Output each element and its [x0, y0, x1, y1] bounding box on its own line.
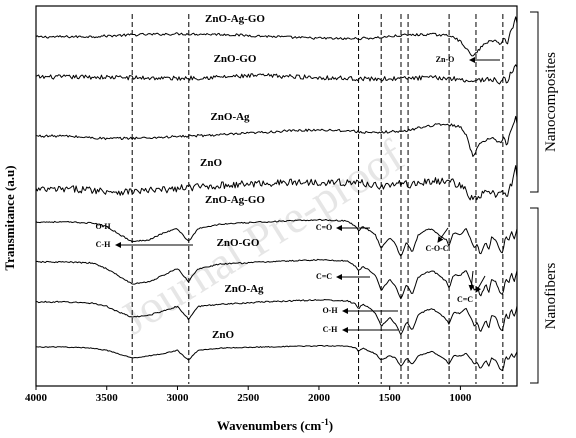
group-bracket — [530, 11, 539, 193]
annotation-label: O-H — [322, 306, 338, 315]
group-bracket — [530, 207, 539, 384]
series-curve-nanocomposites-zno-go — [35, 64, 518, 85]
series-curve-nanofibers-zno — [35, 345, 518, 372]
series-label: ZnO-Ag — [210, 111, 250, 123]
annotation-label: Zn-O — [436, 55, 455, 64]
annotation-arrow — [475, 275, 486, 293]
group-label: Nanocomposites — [543, 52, 559, 152]
x-axis-ticks: 4000 3500 3000 2500 2000 1500 1000 — [25, 386, 472, 404]
annotation-arrow — [468, 270, 475, 291]
group-label: Nanofibers — [543, 263, 559, 330]
series-curve-nanocomposites-zno — [35, 165, 518, 201]
spectra-curves — [35, 16, 518, 372]
x-axis-title-main: Wavenumbers (cm — [217, 418, 322, 433]
series-label: ZnO-Ag-GO — [205, 194, 265, 206]
series-label: ZnO-Ag — [224, 283, 264, 295]
series-label: ZnO-GO — [217, 237, 260, 249]
plot-frame — [35, 5, 518, 387]
series-curve-nanofibers-zno-go — [35, 258, 518, 300]
series-label: ZnO-GO — [214, 53, 257, 65]
group-brackets: Nanocomposites Nanofibers — [530, 11, 559, 384]
x-tick-label: 2500 — [237, 392, 260, 404]
annotation-label: C=C — [316, 272, 332, 281]
annotation-label: C=O — [316, 223, 333, 232]
series-curve-nanofibers-zno-ag-go — [35, 218, 518, 257]
series-label: ZnO — [200, 157, 222, 169]
annotation-label: C-H — [323, 325, 338, 334]
series-curve-nanocomposites-zno-ag — [35, 115, 518, 157]
x-tick-label: 3000 — [166, 392, 189, 404]
series-curve-nanofibers-zno-ag — [35, 299, 518, 336]
annotation-label: C-H — [96, 240, 111, 249]
annotation-arrow — [437, 227, 449, 243]
annotation-label: C-O-C — [425, 244, 448, 253]
annotation-label: O-H — [95, 222, 111, 231]
series-label: ZnO-Ag-GO — [205, 13, 265, 25]
reference-lines — [131, 14, 504, 384]
x-axis-title-suffix: ) — [329, 418, 333, 433]
x-tick-label: 4000 — [25, 392, 48, 404]
x-axis-title: Wavenumbers (cm-1) — [217, 417, 333, 433]
x-tick-label: 3500 — [96, 392, 119, 404]
x-tick-label: 1500 — [379, 392, 402, 404]
annotation-label: C=C — [457, 295, 473, 304]
x-tick-label: 2000 — [308, 392, 331, 404]
x-axis-title-superscript: -1 — [321, 417, 329, 427]
x-tick-label: 1000 — [449, 392, 472, 404]
series-curve-nanocomposites-zno-ag-go — [35, 16, 518, 57]
peak-annotations: Zn-O O-H C-H C=O C-O-C C=C O-H C-H C=C — [95, 55, 500, 334]
series-labels: ZnO-Ag-GO ZnO-GO ZnO-Ag ZnO ZnO-Ag-GO ZnO-GO Z… — [200, 13, 265, 341]
y-axis-title: Transmitance (a.u) — [2, 165, 17, 270]
series-label: ZnO — [212, 329, 234, 341]
